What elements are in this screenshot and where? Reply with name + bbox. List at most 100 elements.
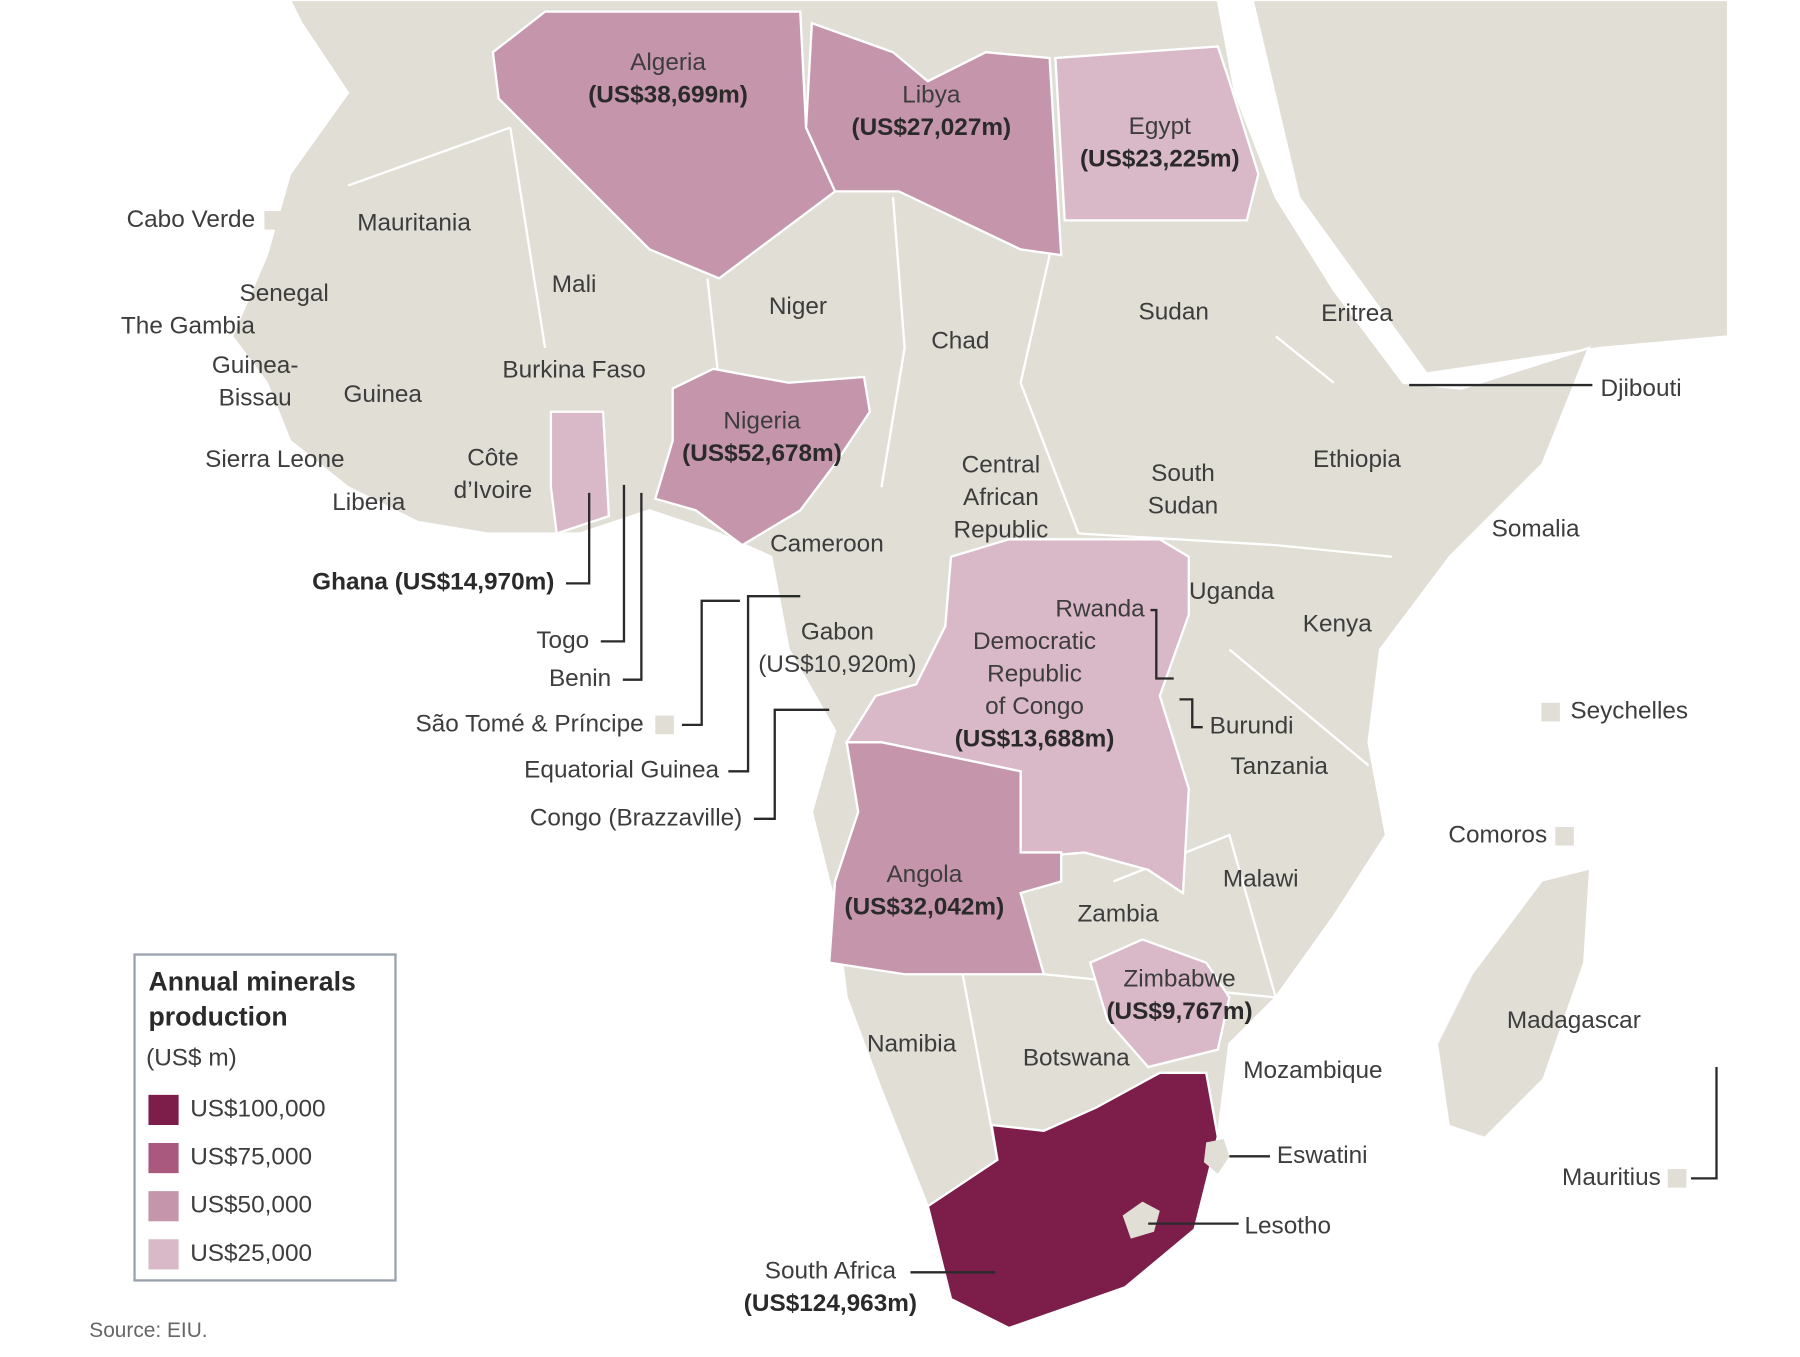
country-value: (US$23,225m)	[1080, 146, 1240, 173]
country-name: Congo (Brazzaville)	[530, 804, 742, 831]
arabia	[1251, 0, 1730, 375]
country-name: Tanzania	[1231, 753, 1329, 780]
legend-label: US$100,000	[190, 1095, 325, 1122]
legend-swatch	[148, 1239, 179, 1270]
island-marker	[655, 715, 674, 735]
country-shape	[549, 410, 611, 536]
legend-items: US$100,000 US$75,000 US$50,000 US$25,000	[148, 1094, 326, 1270]
country-name: Sudan	[1139, 299, 1209, 326]
leader-lines	[565, 383, 1718, 1274]
country-value: (US$14,970m)	[395, 569, 555, 596]
country-name: Angola	[886, 861, 962, 888]
country-name: Mauritania	[357, 209, 471, 236]
highlighted-countries	[491, 10, 1260, 1330]
country-name: Cameroon	[770, 531, 884, 558]
country-name: Botswana	[1023, 1044, 1130, 1071]
country-name: of Congo	[985, 693, 1084, 720]
lesotho-shape	[1122, 1201, 1160, 1239]
country-value: (US$10,920m)	[758, 651, 916, 678]
country-name: Cabo Verde	[127, 206, 256, 233]
legend-label: US$50,000	[190, 1192, 312, 1219]
country-name: Mali	[552, 271, 597, 298]
country-value: (US$52,678m)	[682, 440, 842, 467]
country-name: Togo	[536, 627, 589, 654]
country-label: Ghana (US$14,970m)	[312, 569, 554, 596]
country-name: Zimbabwe	[1123, 965, 1235, 992]
country-name: Republic	[954, 517, 1049, 544]
country-name: Equatorial Guinea	[524, 757, 719, 784]
country-name: Democratic	[973, 628, 1096, 655]
island-marker	[1667, 1169, 1687, 1188]
country-name: Bissau	[219, 384, 292, 411]
country-value: (US$9,767m)	[1106, 998, 1252, 1025]
island-marker	[264, 211, 283, 230]
country-name: Côte	[467, 445, 518, 472]
country-name: Nigeria	[723, 408, 801, 435]
island-marker	[1555, 826, 1574, 846]
country-name: Zambia	[1077, 901, 1159, 928]
country-name: Libya	[902, 82, 961, 109]
country-name: d’Ivoire	[454, 477, 532, 504]
country-name: South Africa	[765, 1258, 897, 1285]
country-shape	[653, 367, 872, 547]
country-shape	[828, 741, 1063, 976]
country-shape	[1088, 938, 1231, 1069]
country-name: Seychelles	[1570, 698, 1688, 725]
country-name: Djibouti	[1601, 375, 1682, 402]
country-name: Chad	[931, 328, 989, 355]
country-name: Comoros	[1448, 822, 1547, 849]
country-name: African	[963, 484, 1039, 511]
land	[230, 0, 1730, 1330]
country-value: (US$124,963m)	[744, 1290, 917, 1317]
country-name: Eswatini	[1277, 1142, 1368, 1169]
madagascar	[1438, 869, 1589, 1137]
legend-label: US$25,000	[190, 1240, 312, 1267]
country-name: The Gambia	[121, 313, 255, 340]
country-shape	[804, 21, 1063, 257]
country-name: Eritrea	[1321, 300, 1393, 327]
legend-swatch	[148, 1142, 179, 1174]
country-name: Ethiopia	[1313, 446, 1401, 473]
country-name: South	[1151, 460, 1215, 487]
country-value: (US$27,027m)	[851, 114, 1011, 141]
country-name: Sierra Leone	[205, 446, 344, 473]
country-shape	[1054, 45, 1260, 222]
country-name: Kenya	[1303, 611, 1372, 638]
country-name: Lesotho	[1244, 1213, 1331, 1240]
country-name: Somalia	[1492, 515, 1580, 542]
country-name: Burundi	[1210, 713, 1294, 740]
country-name: Ghana	[312, 569, 388, 596]
island-markers	[264, 211, 1687, 1188]
legend: Annual minerals production (US$ m) US$10…	[133, 953, 397, 1282]
country-name: Algeria	[630, 49, 706, 76]
country-shape	[926, 1071, 1219, 1330]
country-name: Mauritius	[1562, 1164, 1661, 1191]
country-name: Burkina Faso	[502, 357, 645, 384]
country-name: Uganda	[1189, 578, 1275, 605]
country-value: (US$38,699m)	[588, 82, 748, 109]
legend-swatch	[148, 1094, 179, 1126]
legend-title: production	[148, 1001, 287, 1031]
country-name: Benin	[549, 665, 611, 692]
country-name: Central	[962, 452, 1040, 479]
country-name: Republic	[987, 660, 1082, 687]
country-shape	[844, 538, 1190, 896]
country-name: Rwanda	[1055, 596, 1145, 623]
country-name: São Tomé & Príncipe	[415, 710, 643, 737]
country-name: Malawi	[1223, 866, 1299, 893]
country-name: Guinea	[343, 381, 422, 408]
country-name: Gabon	[801, 619, 874, 646]
country-name: Senegal	[239, 280, 328, 307]
country-name: Namibia	[867, 1030, 957, 1057]
country-labels: Algeria (US$38,699m) Libya (US$27,027m) Egyp…	[121, 49, 1688, 1317]
legend-title: Annual minerals	[148, 967, 355, 997]
country-name: Niger	[769, 293, 827, 320]
island-marker	[1541, 702, 1560, 722]
legend-label: US$75,000	[190, 1144, 312, 1171]
country-name: Mozambique	[1243, 1057, 1382, 1084]
source: Source: EIU.	[89, 1319, 207, 1342]
country-name: Guinea-	[212, 352, 299, 379]
country-value: (US$13,688m)	[955, 725, 1115, 752]
